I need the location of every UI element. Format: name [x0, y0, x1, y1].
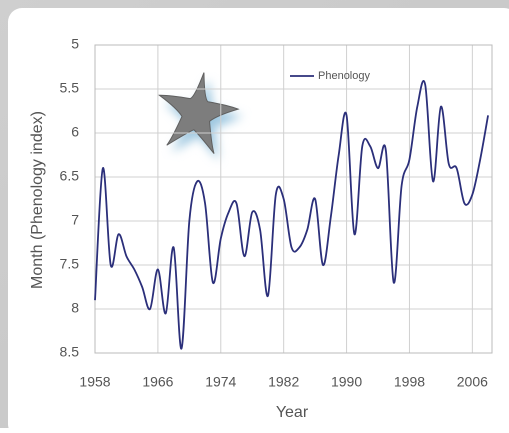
- x-tick-label: 1966: [142, 374, 173, 390]
- y-tick-label: 7.5: [60, 256, 80, 272]
- x-axis-label: Year: [276, 404, 309, 421]
- legend-label: Phenology: [318, 70, 370, 82]
- y-tick-label: 8: [71, 300, 79, 316]
- y-tick-label: 6: [71, 124, 79, 140]
- x-tick-label: 1982: [268, 374, 299, 390]
- x-tick-label: 2006: [457, 374, 488, 390]
- y-tick-label: 5.5: [60, 80, 80, 96]
- y-tick-label: 7: [71, 212, 79, 228]
- y-axis-label: Month (Phenology index): [29, 111, 46, 289]
- data-line: [94, 80, 489, 350]
- x-tick-label: 1958: [79, 374, 110, 390]
- x-tick-label: 1990: [331, 374, 362, 390]
- plot-frame: [94, 44, 493, 354]
- y-tick-label: 6.5: [60, 168, 80, 184]
- x-tick-label: 1974: [205, 374, 236, 390]
- y-tick-label: 5: [71, 36, 79, 52]
- x-tick-label: 1998: [394, 374, 425, 390]
- panel: [8, 8, 509, 433]
- y-tick-label: 8.5: [60, 344, 80, 360]
